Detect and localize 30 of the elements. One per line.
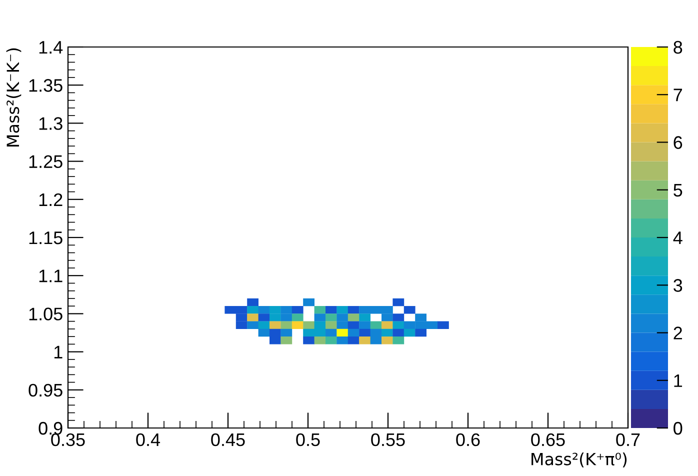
x-tick-label: 0.7 bbox=[616, 433, 640, 446]
color-bar-label: 1 bbox=[674, 374, 682, 387]
y-tick-label: 1.3 bbox=[39, 117, 62, 130]
y-tick-label: 1.4 bbox=[39, 41, 63, 54]
color-bar-label: 3 bbox=[674, 279, 682, 292]
y-tick-label: 1.1 bbox=[39, 270, 62, 282]
x-tick-label: 0.65 bbox=[531, 433, 565, 446]
y-tick-label: 1.25 bbox=[29, 155, 62, 168]
color-bar-label: 7 bbox=[674, 88, 682, 102]
x-tick-label: 0.5 bbox=[296, 433, 320, 446]
y-tick-label: 1.05 bbox=[29, 308, 62, 320]
x-tick-label: 0.4 bbox=[136, 433, 160, 446]
y-tick-label: 0.9 bbox=[38, 422, 62, 435]
y-tick-label: 1 bbox=[54, 346, 62, 358]
y-tick-label: 0.95 bbox=[28, 384, 62, 397]
x-tick-label: 0.35 bbox=[51, 433, 85, 446]
color-bar-label: 2 bbox=[674, 326, 682, 340]
x-tick-label: 0.45 bbox=[211, 433, 245, 446]
color-bar-label: 8 bbox=[674, 40, 682, 54]
color-bar-label: 6 bbox=[674, 136, 682, 149]
y-axis-title: Mass²(K⁻K⁻) bbox=[6, 48, 22, 146]
x-tick-label: 0.55 bbox=[371, 433, 405, 446]
y-tick-label: 1.35 bbox=[29, 79, 62, 92]
color-bar-label: 5 bbox=[674, 184, 682, 197]
x-axis-title: Mass²(K⁺π⁰) bbox=[532, 452, 627, 468]
x-tick-label: 0.6 bbox=[456, 433, 480, 446]
y-tick-label: 1.2 bbox=[39, 193, 62, 206]
y-tick-label: 1.15 bbox=[29, 232, 62, 244]
color-bar-label: 4 bbox=[673, 232, 682, 244]
color-bar-label: 0 bbox=[674, 422, 682, 435]
